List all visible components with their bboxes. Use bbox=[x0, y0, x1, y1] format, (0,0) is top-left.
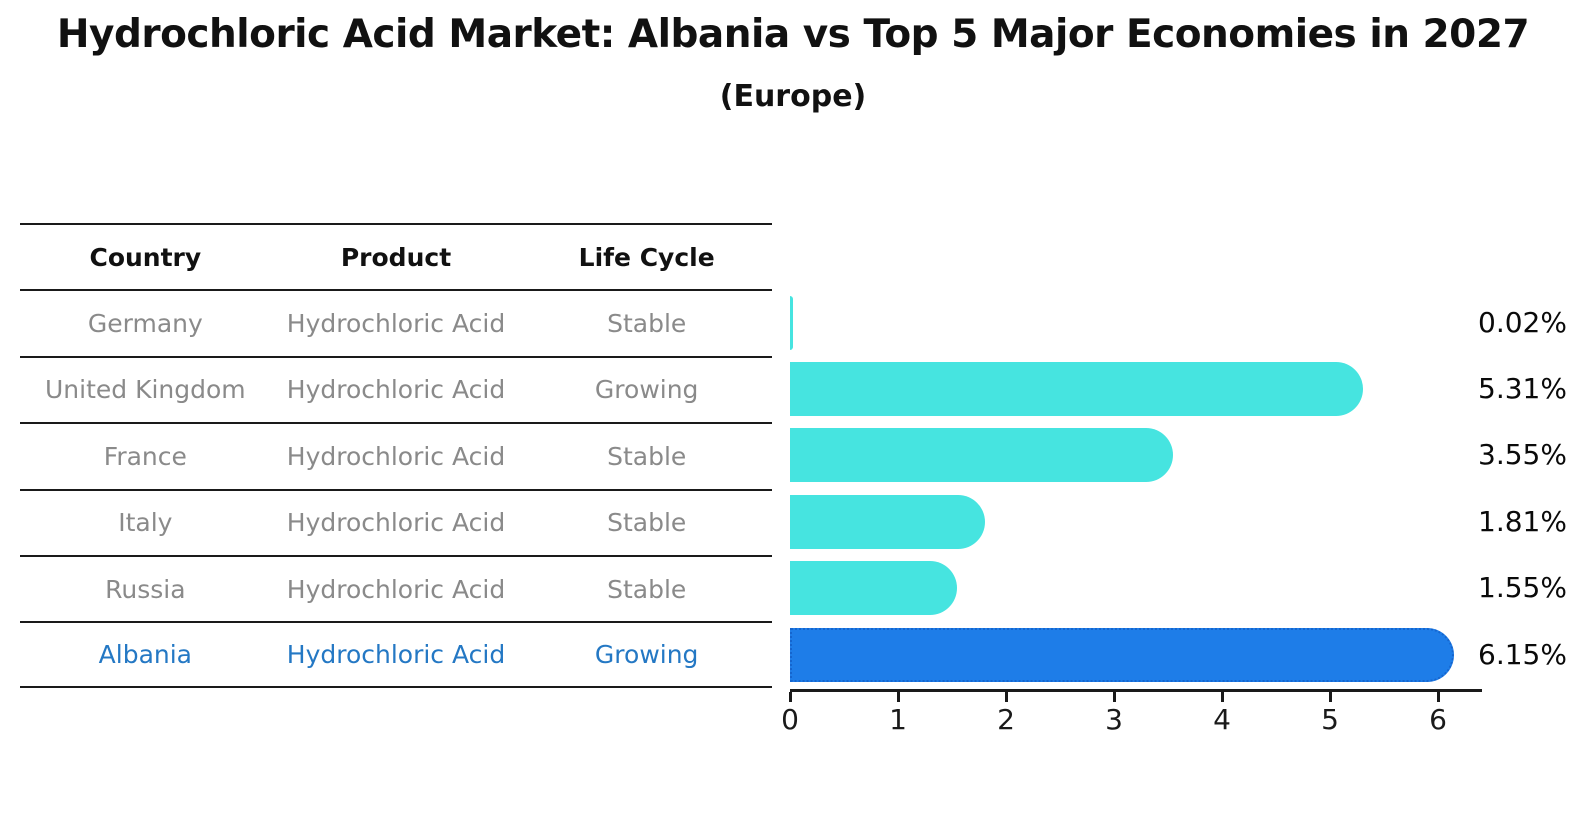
chart-subtitle: (Europe) bbox=[719, 79, 867, 114]
value-label-russia: 1.55% bbox=[1478, 571, 1567, 605]
value-label-germany: 0.02% bbox=[1478, 305, 1567, 339]
value-label-albania: 6.15% bbox=[1478, 637, 1567, 671]
table-row-united-kingdom: United Kingdom Hydrochloric Acid Growing bbox=[20, 355, 772, 422]
cell-life-cycle: Growing bbox=[594, 375, 699, 405]
cell-country: Germany bbox=[87, 309, 203, 339]
x-tick-mark bbox=[897, 692, 900, 702]
cell-product: Hydrochloric Acid bbox=[286, 375, 506, 405]
x-tick-label: 5 bbox=[1321, 703, 1339, 736]
table-row-albania: Albania Hydrochloric Acid Growing bbox=[20, 621, 772, 688]
column-header-country: Country bbox=[89, 242, 202, 272]
country-table: Country Product Life Cycle Germany Hydroc… bbox=[20, 223, 772, 688]
x-tick-label: 4 bbox=[1213, 703, 1231, 736]
bar-italy bbox=[790, 494, 986, 549]
cell-country: United Kingdom bbox=[45, 375, 246, 405]
cell-life-cycle: Stable bbox=[607, 508, 687, 538]
x-tick-mark bbox=[1113, 692, 1116, 702]
bar-russia bbox=[790, 561, 958, 616]
cell-product: Hydrochloric Acid bbox=[286, 441, 506, 471]
x-tick-mark bbox=[1437, 692, 1440, 702]
table-row-italy: Italy Hydrochloric Acid Stable bbox=[20, 488, 772, 555]
x-tick-label: 6 bbox=[1429, 703, 1447, 736]
cell-country: Albania bbox=[98, 640, 193, 670]
x-tick-label: 3 bbox=[1105, 703, 1123, 736]
table-row-germany: Germany Hydrochloric Acid Stable bbox=[20, 289, 772, 355]
column-header-product: Product bbox=[340, 242, 452, 272]
cell-life-cycle: Stable bbox=[607, 441, 687, 471]
cell-country: Italy bbox=[118, 508, 173, 538]
column-header-life-cycle: Life Cycle bbox=[578, 242, 715, 272]
value-label-france: 3.55% bbox=[1478, 438, 1567, 472]
table-row-russia: Russia Hydrochloric Acid Stable bbox=[20, 554, 772, 621]
x-tick-mark bbox=[1329, 692, 1332, 702]
bar-albania bbox=[790, 627, 1455, 682]
x-axis-line bbox=[790, 689, 1482, 692]
bar-france bbox=[790, 428, 1174, 483]
x-tick-mark bbox=[1005, 692, 1008, 702]
cell-life-cycle: Stable bbox=[607, 309, 687, 339]
cell-country: France bbox=[103, 441, 187, 471]
cell-life-cycle: Stable bbox=[607, 574, 687, 604]
table-row-france: France Hydrochloric Acid Stable bbox=[20, 422, 772, 488]
value-label-united-kingdom: 5.31% bbox=[1478, 372, 1567, 405]
bar-germany bbox=[790, 295, 793, 350]
bar-united-kingdom bbox=[790, 362, 1364, 416]
cell-product: Hydrochloric Acid bbox=[286, 508, 506, 538]
chart-title: Hydrochloric Acid Market: Albania vs Top… bbox=[56, 12, 1530, 57]
x-tick-mark bbox=[1221, 692, 1224, 702]
value-label-italy: 1.81% bbox=[1478, 504, 1567, 538]
cell-product: Hydrochloric Acid bbox=[286, 640, 506, 670]
cell-country: Russia bbox=[105, 574, 186, 604]
x-tick-mark bbox=[789, 692, 792, 702]
x-tick-label: 1 bbox=[889, 703, 907, 736]
table-header-row: Country Product Life Cycle bbox=[20, 223, 772, 289]
cell-product: Hydrochloric Acid bbox=[286, 309, 506, 339]
cell-product: Hydrochloric Acid bbox=[286, 574, 506, 604]
x-tick-label: 0 bbox=[781, 703, 799, 736]
x-tick-label: 2 bbox=[997, 703, 1015, 736]
cell-life-cycle: Growing bbox=[594, 640, 699, 670]
